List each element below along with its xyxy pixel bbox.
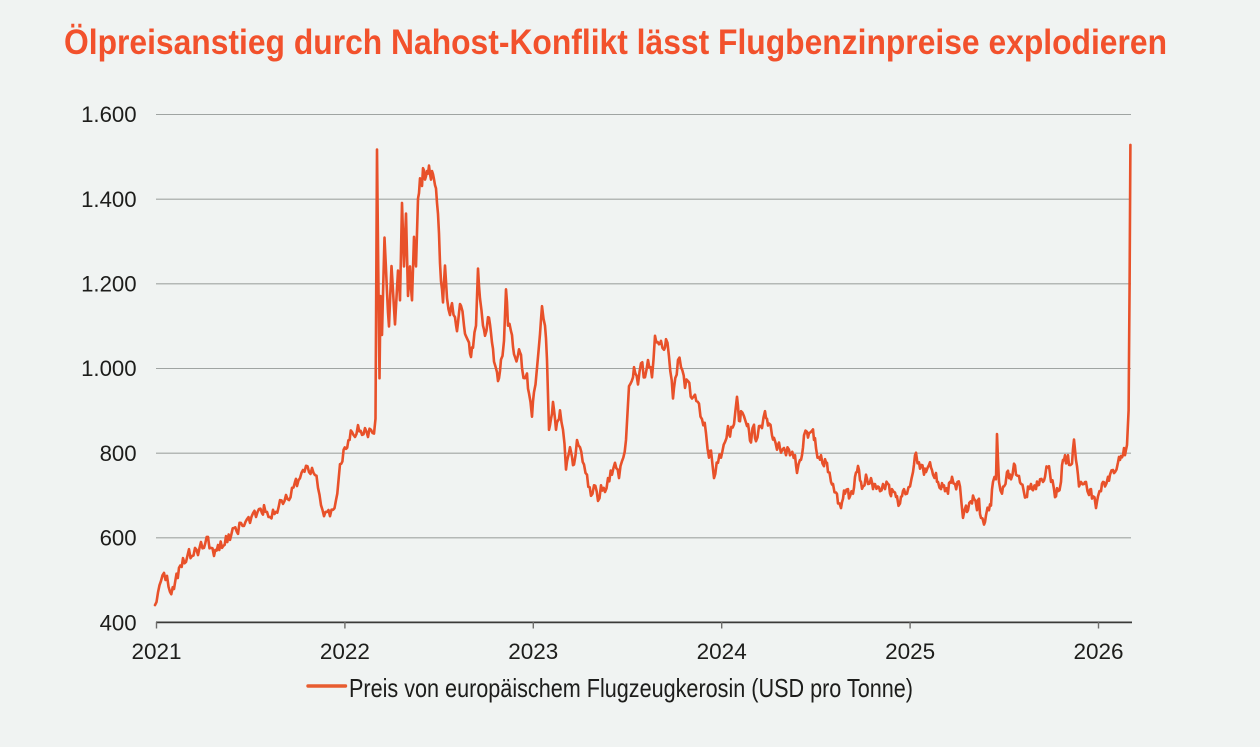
svg-text:2023: 2023 bbox=[508, 639, 558, 664]
svg-text:1.400: 1.400 bbox=[81, 187, 137, 212]
svg-text:400: 400 bbox=[100, 611, 137, 636]
svg-text:1.000: 1.000 bbox=[81, 356, 137, 381]
svg-text:600: 600 bbox=[100, 525, 137, 550]
svg-text:2021: 2021 bbox=[131, 639, 181, 664]
svg-text:2024: 2024 bbox=[697, 639, 747, 664]
svg-text:2025: 2025 bbox=[885, 639, 935, 664]
svg-text:800: 800 bbox=[100, 441, 137, 466]
svg-text:2026: 2026 bbox=[1073, 639, 1123, 664]
svg-text:1.200: 1.200 bbox=[81, 271, 137, 296]
svg-text:1.600: 1.600 bbox=[81, 102, 137, 127]
svg-text:2022: 2022 bbox=[320, 639, 370, 664]
